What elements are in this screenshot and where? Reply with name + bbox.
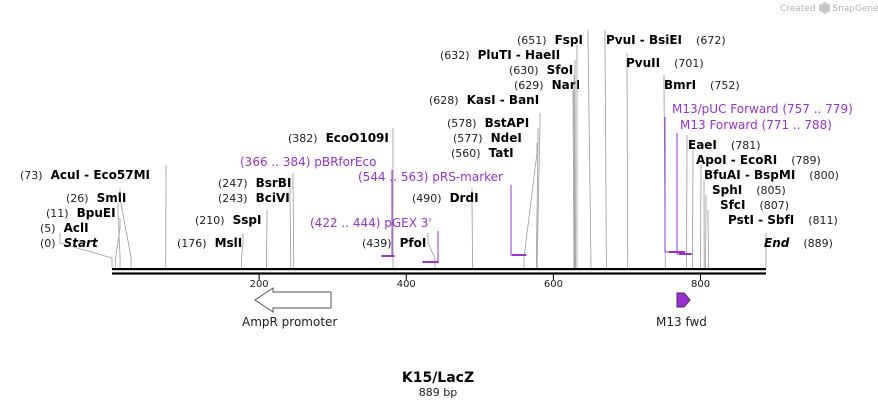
sequence-backbone-bottom [112,272,766,275]
primer-label[interactable]: (422 .. 444) pGEX 3' [310,216,432,230]
site-leader-line [536,128,539,268]
restriction-site-label[interactable]: (560) TatI [451,146,514,160]
primer-binding-bracket [510,185,527,256]
site-leader-line [707,210,710,268]
site-leader-line [692,150,694,268]
ruler-tick-label: 800 [691,279,710,290]
restriction-sites: (0) Start(5) AclI(11) BpuEI(26) SmlI (73) AcuI… [20,30,839,268]
restriction-site-label[interactable]: (0) Start [40,236,99,250]
restriction-site-label[interactable]: EaeI (781) [688,138,761,152]
site-leader-line [573,75,576,268]
restriction-site-label[interactable]: (628) KasI - BanI [429,93,539,107]
restriction-site-label[interactable]: BmrI (752) [664,78,740,92]
restriction-site-label[interactable]: (243) BciVI [218,191,290,205]
restriction-site-label[interactable]: (11) BpuEI [46,206,116,220]
restriction-site-label[interactable]: (5) AclI [40,221,89,235]
map-title: K15/LacZ [402,370,474,386]
restriction-site-label[interactable]: PvuII (701) [626,56,704,70]
restriction-site-label[interactable]: (247) BsrBI [218,176,291,190]
restriction-site-label[interactable]: PstI - SbfI (811) [728,213,838,227]
restriction-site-label[interactable]: (73) AcuI - Eco57MI [20,168,150,182]
map-length: 889 bp [419,386,457,399]
restriction-site-label[interactable]: (382) EcoO109I [288,131,389,145]
restriction-site-label[interactable]: (577) NdeI [453,131,522,145]
restriction-site-label[interactable]: BfuAI - BspMI (800) [704,168,839,182]
ruler-tick-label: 400 [397,279,416,290]
primer-bar[interactable] [422,261,439,263]
site-leader-line [59,233,113,268]
restriction-site-label[interactable]: (632) PluTI - HaeII [440,48,560,62]
restriction-site-label[interactable]: (26) SmlI [66,191,126,205]
ruler-tick-label: 600 [544,279,563,290]
primer-bar[interactable] [512,254,527,256]
site-leader-line [523,143,538,268]
restriction-site-label[interactable]: SfcI (807) [720,198,789,212]
primer-binding-bracket [664,117,686,253]
m13-fwd-label: M13 fwd [656,315,707,329]
restriction-site-label[interactable]: (210) SspI [195,213,261,227]
primer-bar[interactable] [679,253,692,255]
primer-label[interactable]: (366 .. 384) pBRforEco [240,155,376,169]
primer-label[interactable]: M13 Forward (771 .. 788) [680,118,832,132]
site-leader-line [289,188,292,268]
site-leader-line [115,218,121,268]
restriction-site-label[interactable]: SphI (805) [712,183,786,197]
restriction-site-label[interactable]: ApoI - EcoRI (789) [696,153,821,167]
primer-label[interactable]: M13/pUC Forward (757 .. 779) [672,102,853,116]
restriction-site-label[interactable]: End (889) [764,236,833,250]
ruler: 200 400 600 800 [250,274,710,290]
site-leader-line [587,30,592,268]
restriction-site-label[interactable]: PvuI - BsiEI (672) [606,33,726,47]
restriction-site-label[interactable]: (490) DrdI [412,191,479,205]
site-leader-line [292,173,295,268]
restriction-site-label[interactable]: (629) NarI [514,78,580,92]
snapgene-logo-icon [820,2,830,14]
restriction-site-label[interactable]: (439) PfoI [362,236,426,250]
m13-fwd-feature[interactable] [676,292,691,308]
ampr-promoter-feature[interactable] [254,287,332,313]
ampr-promoter-label: AmpR promoter [242,315,337,329]
restriction-site-label[interactable]: (630) SfoI [509,63,573,77]
sequence-backbone-top [112,268,766,271]
restriction-site-label[interactable]: (176) MslI [177,236,242,250]
site-leader-line [266,210,268,268]
site-leader-line [119,188,132,268]
primer-annotations: (366 .. 384) pBRforEco (422 .. 444) pGEX … [240,102,853,263]
primer-bar[interactable] [381,255,395,257]
primer-label[interactable]: (544 .. 563) pRS-marker [358,170,503,184]
restriction-site-label[interactable]: (578) BstAPI [447,116,529,130]
site-leader-line [536,113,541,268]
restriction-site-label[interactable]: (651) FspI [517,33,583,47]
site-leader-line [572,90,575,268]
site-leader-line [626,53,629,268]
site-leader-line [241,233,244,268]
ruler-tick-label: 200 [250,279,269,290]
site-leader-line [604,30,607,268]
site-leader-line [117,203,121,268]
